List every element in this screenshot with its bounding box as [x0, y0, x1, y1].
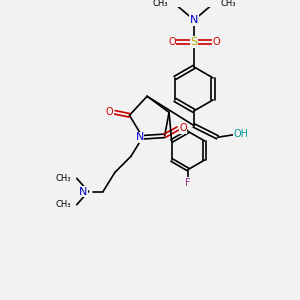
Text: N: N [136, 132, 144, 142]
Text: CH₃: CH₃ [152, 0, 168, 8]
Text: S: S [190, 37, 197, 47]
Text: CH₃: CH₃ [55, 174, 71, 183]
Text: OH: OH [233, 129, 248, 139]
Text: O: O [106, 107, 113, 117]
Text: CH₃: CH₃ [220, 0, 236, 8]
Text: O: O [168, 37, 176, 47]
Text: N: N [190, 15, 198, 25]
Text: O: O [212, 37, 220, 47]
Text: CH₃: CH₃ [55, 200, 71, 209]
Text: N: N [79, 187, 87, 196]
Text: O: O [179, 124, 187, 134]
Text: F: F [185, 178, 191, 188]
